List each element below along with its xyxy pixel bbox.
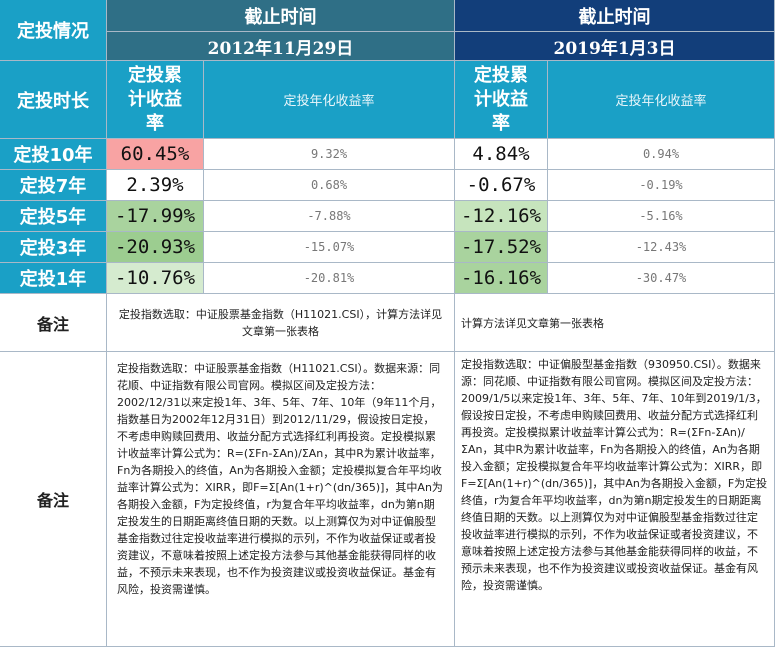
left-period-title: 截止时间 <box>107 0 455 32</box>
note-label-2: 备注 <box>0 352 107 647</box>
right-ann-value: -30.47% <box>548 263 775 294</box>
right-cum-value: -12.16% <box>455 201 548 232</box>
row-label: 定投7年 <box>0 170 107 201</box>
duration-header: 定投时长 <box>0 61 107 139</box>
left-period-date: 2012年11月29日 <box>107 32 455 61</box>
left-ann-value: 9.32% <box>204 139 455 170</box>
note-label-1: 备注 <box>0 294 107 352</box>
left-cum-value: -10.76% <box>107 263 204 294</box>
right-cum-header: 定投累计收益率 <box>455 61 548 139</box>
right-period-date: 2019年1月3日 <box>455 32 775 61</box>
left-cum-value: 60.45% <box>107 139 204 170</box>
right-ann-value: -5.16% <box>548 201 775 232</box>
right-cum-value: -0.67% <box>455 170 548 201</box>
right-cum-value: -16.16% <box>455 263 548 294</box>
left-ann-value: 0.68% <box>204 170 455 201</box>
left-ann-value: -20.81% <box>204 263 455 294</box>
right-ann-value: -0.19% <box>548 170 775 201</box>
left-ann-header: 定投年化收益率 <box>204 61 455 139</box>
row-label: 定投5年 <box>0 201 107 232</box>
row-label: 定投1年 <box>0 263 107 294</box>
corner-header: 定投情况 <box>0 0 107 61</box>
right-ann-header: 定投年化收益率 <box>548 61 775 139</box>
left-ann-value: -7.88% <box>204 201 455 232</box>
right-cum-value: 4.84% <box>455 139 548 170</box>
note-left-1: 定投指数选取：中证股票基金指数（H11021.CSI），计算方法详见文章第一张表… <box>107 294 455 352</box>
note-right-2: 定投指数选取：中证偏股型基金指数（930950.CSI）。数据来源：同花顺、中证… <box>455 352 775 647</box>
right-period-title: 截止时间 <box>455 0 775 32</box>
right-cum-value: -17.52% <box>455 232 548 263</box>
left-cum-value: 2.39% <box>107 170 204 201</box>
row-label: 定投10年 <box>0 139 107 170</box>
note-right-1: 计算方法详见文章第一张表格 <box>455 294 775 352</box>
row-label: 定投3年 <box>0 232 107 263</box>
left-cum-header: 定投累计收益率 <box>107 61 204 139</box>
right-ann-value: 0.94% <box>548 139 775 170</box>
left-ann-value: -15.07% <box>204 232 455 263</box>
left-cum-value: -20.93% <box>107 232 204 263</box>
right-ann-value: -12.43% <box>548 232 775 263</box>
note-left-2: 定投指数选取：中证股票基金指数（H11021.CSI）。数据来源：同花顺、中证指… <box>107 352 455 647</box>
left-cum-value: -17.99% <box>107 201 204 232</box>
